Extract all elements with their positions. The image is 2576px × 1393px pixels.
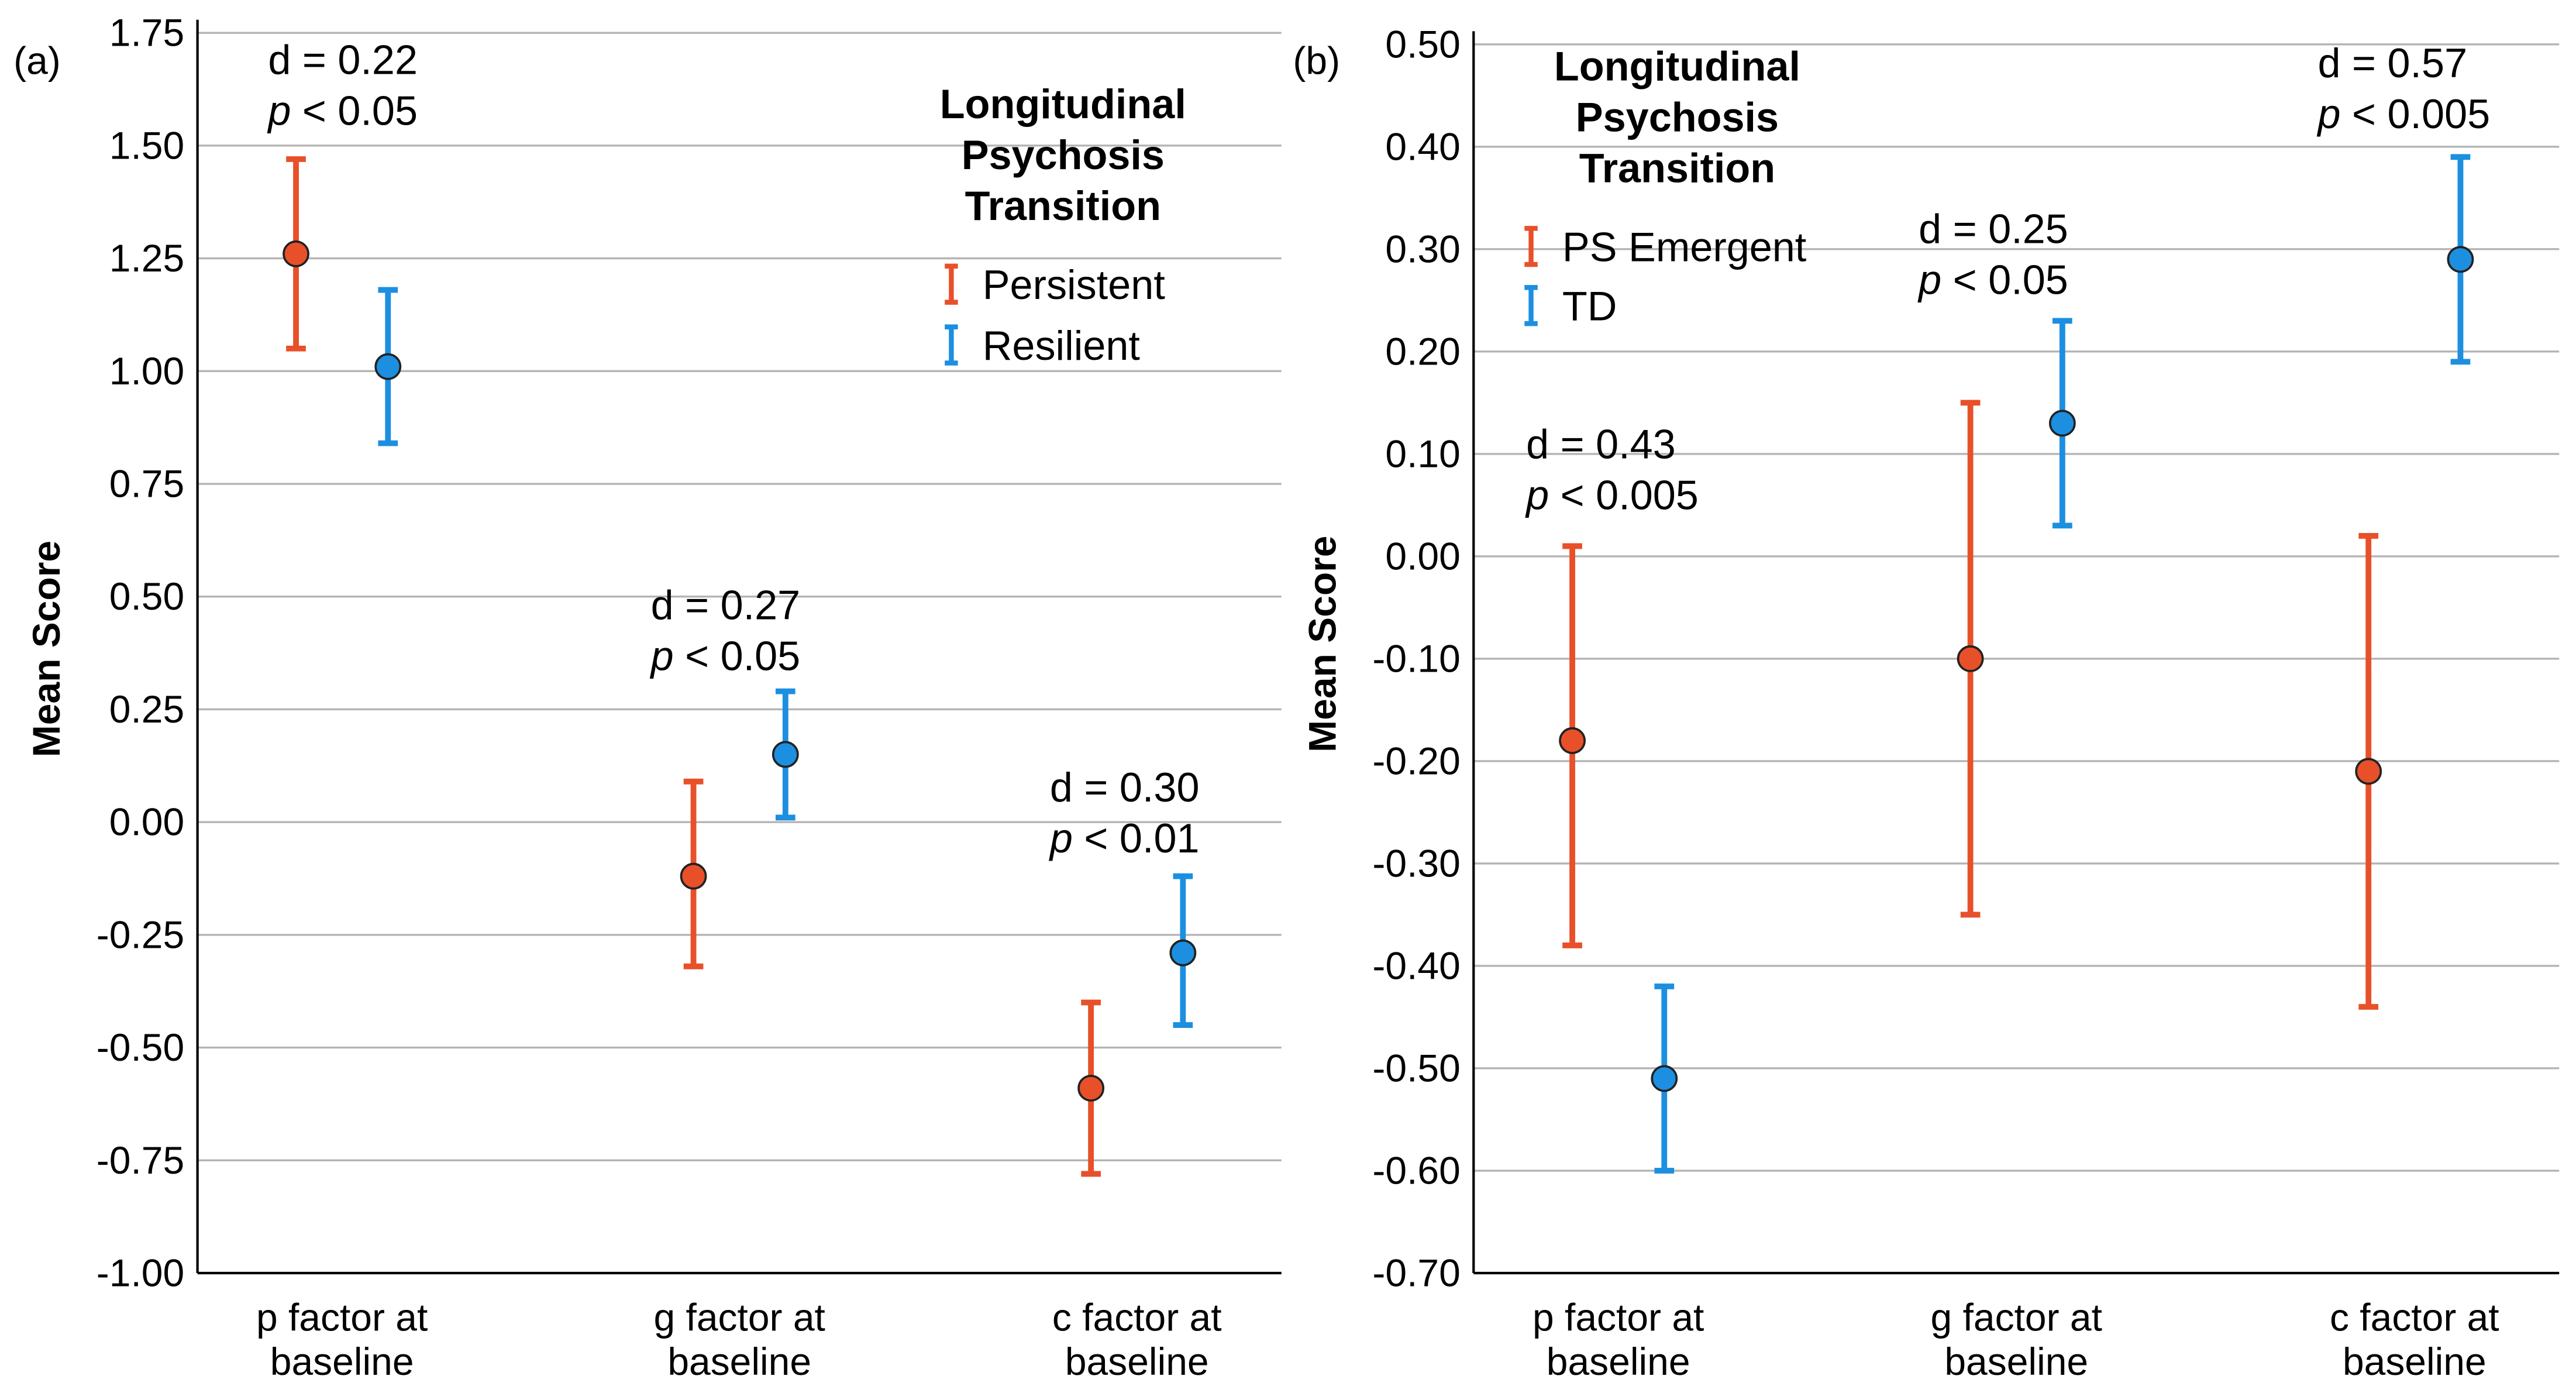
p-threshold: < 0.01	[1073, 815, 1200, 861]
legend-label: Persistent	[983, 262, 1165, 308]
effect-size-label: d = 0.30	[1050, 764, 1200, 810]
legend-title: Transition	[1579, 145, 1775, 191]
y-tick-label: 0.75	[109, 462, 184, 505]
legend-title: Longitudinal	[940, 81, 1186, 127]
legend: Longitudinal Psychosis Transition Persisten…	[940, 81, 1186, 369]
x-tick-label: c factor at	[1052, 1295, 1222, 1339]
x-tick-label: baseline	[667, 1340, 811, 1383]
mean-point	[283, 240, 309, 267]
mean-point	[1559, 727, 1586, 754]
legend-label: PS Emergent	[1562, 223, 1806, 270]
x-tick-label: g factor at	[654, 1295, 825, 1339]
p-threshold: < 0.005	[1549, 472, 1699, 518]
mean-point	[1077, 1075, 1105, 1102]
legend-label: TD	[1562, 283, 1617, 329]
mean-point	[2048, 410, 2076, 437]
x-tick-label: baseline	[1065, 1340, 1209, 1383]
x-tick-label: baseline	[270, 1340, 414, 1383]
mean-point	[1169, 939, 1197, 966]
x-tick-label: g factor at	[1931, 1295, 2102, 1339]
mean-point	[1957, 645, 1984, 672]
y-tick-label: 1.00	[109, 349, 184, 393]
p-symbol: p	[1525, 472, 1549, 518]
y-tick-label: -0.30	[1372, 841, 1460, 885]
y-tick-label: 0.20	[1385, 329, 1460, 373]
p-symbol: p	[1049, 815, 1073, 861]
y-tick-label: -0.60	[1372, 1148, 1460, 1192]
panel-b: -0.70 -0.60 -0.50 -0.40 -0.30 -0.20 -0.10 0.00 0…	[1293, 22, 2560, 1383]
p-symbol: p	[267, 87, 291, 133]
y-tick-label: -0.75	[97, 1139, 184, 1182]
y-tick-label: 0.50	[109, 575, 184, 618]
legend-label: Resilient	[983, 322, 1140, 369]
y-tick-label: -0.50	[1372, 1046, 1460, 1089]
legend-title: Transition	[965, 183, 1161, 229]
x-tick-label: baseline	[1944, 1340, 2088, 1383]
p-symbol: p	[2316, 91, 2340, 137]
panel-label: (b)	[1293, 39, 1340, 82]
mean-point	[2447, 246, 2474, 273]
y-tick-label: -0.50	[97, 1026, 184, 1069]
y-tick-label: 1.25	[109, 236, 184, 280]
x-tick-label: baseline	[2343, 1340, 2487, 1383]
p-symbol: p	[1917, 257, 1941, 303]
y-tick-label: -0.20	[1372, 739, 1460, 782]
p-symbol: p	[650, 633, 674, 679]
p-value-label: p < 0.05	[650, 633, 801, 679]
effect-size-label: d = 0.22	[268, 36, 418, 82]
x-tick-label: baseline	[1547, 1340, 1690, 1383]
mean-point	[680, 862, 707, 890]
y-tick-label: -0.40	[1372, 944, 1460, 987]
p-value-label: p < 0.01	[1049, 815, 1200, 861]
mean-point	[772, 741, 799, 768]
p-threshold: < 0.05	[291, 87, 418, 133]
y-tick-label: -1.00	[97, 1251, 184, 1294]
p-threshold: < 0.05	[1941, 257, 2068, 303]
effect-size-label: d = 0.27	[651, 582, 801, 628]
y-tick-label: 0.30	[1385, 227, 1460, 270]
p-value-label: p < 0.005	[2316, 91, 2490, 137]
effect-size-label: d = 0.43	[1526, 421, 1676, 467]
y-axis-title: Mean Score	[1300, 535, 1344, 752]
x-tick-label: c factor at	[2330, 1295, 2499, 1339]
y-tick-label: 0.50	[1385, 22, 1460, 66]
legend-title: Psychosis	[962, 132, 1165, 178]
mean-point	[1651, 1065, 1678, 1092]
p-value-label: p < 0.05	[267, 87, 418, 133]
y-tick-label: 0.00	[109, 800, 184, 844]
legend-title: Psychosis	[1576, 94, 1779, 140]
y-tick-label: -0.70	[1372, 1251, 1460, 1294]
y-tick-label: 1.75	[109, 11, 184, 54]
x-tick-label: p factor at	[1532, 1295, 1704, 1339]
legend-title: Longitudinal	[1554, 43, 1800, 90]
y-tick-label: -0.10	[1372, 637, 1460, 680]
mean-point	[374, 353, 402, 380]
effect-size-label: d = 0.57	[2317, 40, 2467, 86]
p-threshold: < 0.05	[674, 633, 801, 679]
y-tick-label: 0.40	[1385, 125, 1460, 168]
p-threshold: < 0.005	[2341, 91, 2491, 137]
y-tick-label: -0.25	[97, 913, 184, 956]
y-tick-label: 0.25	[109, 687, 184, 731]
panel-a: -1.00 -0.75 -0.50 -0.25 0.00 0.25 0.50 0.75 1.00…	[13, 11, 1282, 1383]
p-value-label: p < 0.05	[1917, 257, 2068, 303]
mean-point	[2355, 758, 2382, 785]
y-tick-label: 0.00	[1385, 534, 1460, 577]
y-tick-label: 0.10	[1385, 432, 1460, 475]
y-axis-title: Mean Score	[25, 541, 68, 757]
x-tick-label: p factor at	[256, 1295, 428, 1339]
effect-size-label: d = 0.25	[1919, 206, 2068, 252]
y-tick-label: 1.50	[109, 123, 184, 167]
panel-label: (a)	[13, 39, 61, 82]
p-value-label: p < 0.005	[1525, 472, 1699, 518]
